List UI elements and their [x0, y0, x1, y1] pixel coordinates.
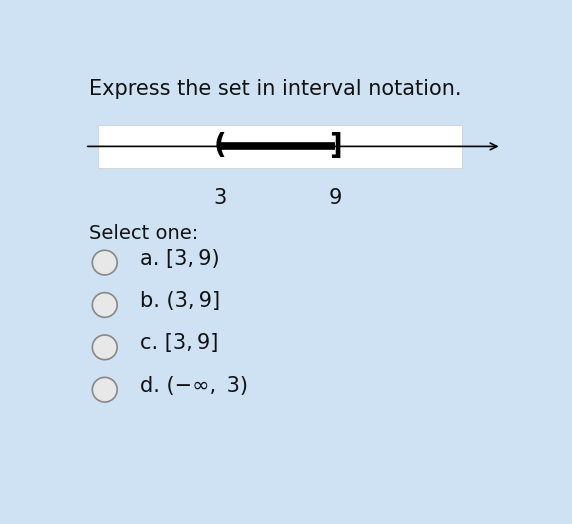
- Bar: [98, 125, 462, 168]
- Ellipse shape: [92, 335, 117, 359]
- Text: c. [3, 9]: c. [3, 9]: [140, 333, 219, 353]
- Text: ]: ]: [329, 133, 341, 160]
- Text: Express the set in interval notation.: Express the set in interval notation.: [89, 79, 462, 99]
- Text: (: (: [213, 133, 227, 160]
- Text: d. (−∞, 3): d. (−∞, 3): [140, 376, 248, 396]
- Text: Select one:: Select one:: [89, 224, 198, 243]
- Ellipse shape: [92, 292, 117, 318]
- Text: b. (3, 9]: b. (3, 9]: [140, 291, 220, 311]
- Text: 3: 3: [213, 188, 227, 208]
- Text: a. [3, 9): a. [3, 9): [140, 248, 220, 269]
- Ellipse shape: [92, 250, 117, 275]
- Ellipse shape: [92, 377, 117, 402]
- Text: 9: 9: [328, 188, 342, 208]
